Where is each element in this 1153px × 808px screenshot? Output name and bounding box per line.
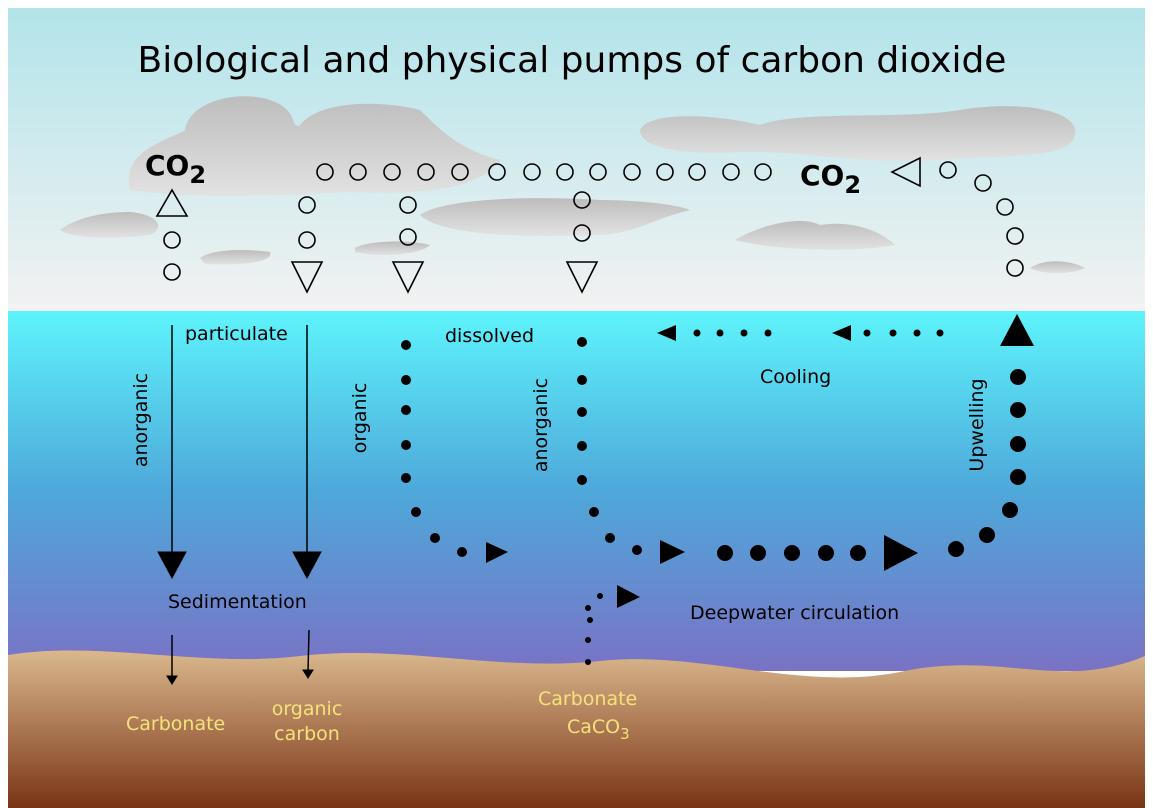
co2-main: CO xyxy=(145,149,189,182)
label: Cooling xyxy=(760,366,831,388)
label: anorganic xyxy=(130,373,152,467)
clouds xyxy=(60,96,1085,274)
seabed-label: CaCO3 xyxy=(567,716,630,743)
co2-label: CO2 xyxy=(145,149,206,189)
formula-sub: 3 xyxy=(620,725,630,743)
ocean-flows xyxy=(157,314,1034,685)
gas-exchange xyxy=(155,156,1024,294)
title: Biological and physical pumps of carbon … xyxy=(138,40,1007,81)
co2-sub: 2 xyxy=(189,161,206,189)
co2-main: CO xyxy=(800,159,844,192)
seabed-label: Carbonate xyxy=(126,713,225,735)
seabed-label: organic xyxy=(272,698,343,720)
label: anorganic xyxy=(530,378,552,472)
seabed-label: Carbonate xyxy=(538,688,637,710)
label: Deepwater circulation xyxy=(690,602,899,624)
formula-main: CaCO xyxy=(567,716,620,738)
co2-label: CO2 xyxy=(800,159,861,199)
label: Sedimentation xyxy=(168,591,307,613)
background xyxy=(8,8,1145,808)
label: Upwelling xyxy=(966,378,988,471)
seabed-label: carbon xyxy=(274,723,340,745)
co2-sub: 2 xyxy=(844,171,861,199)
label: dissolved xyxy=(445,325,534,347)
label: organic xyxy=(349,383,371,454)
label: particulate xyxy=(185,323,288,345)
